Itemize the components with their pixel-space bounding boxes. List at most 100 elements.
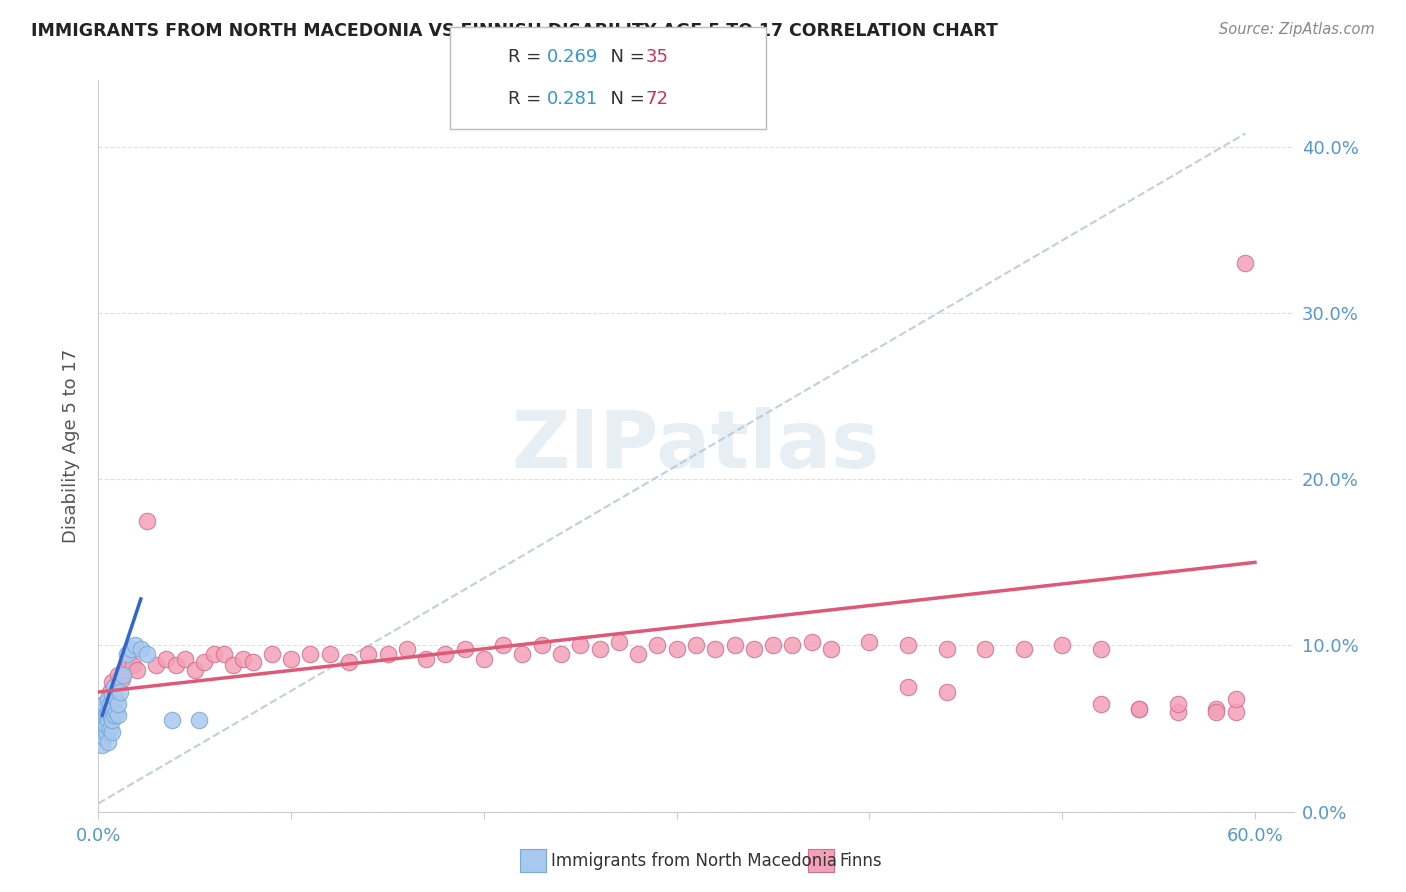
Text: 72: 72 — [645, 90, 668, 108]
Point — [742, 641, 765, 656]
Point — [108, 685, 131, 699]
Text: R =: R = — [508, 90, 547, 108]
Point — [117, 647, 139, 661]
Point — [135, 514, 157, 528]
Point — [260, 647, 283, 661]
Point — [1128, 701, 1150, 715]
Point — [1090, 641, 1112, 656]
Point — [91, 714, 114, 728]
Text: Immigrants from North Macedonia: Immigrants from North Macedonia — [551, 852, 837, 870]
Point — [1128, 701, 1150, 715]
Point — [174, 652, 197, 666]
Point — [530, 639, 553, 653]
Point — [377, 647, 399, 661]
Text: R =: R = — [508, 48, 547, 66]
Point — [98, 685, 121, 699]
Point — [129, 641, 152, 656]
Point — [107, 668, 129, 682]
Text: Source: ZipAtlas.com: Source: ZipAtlas.com — [1219, 22, 1375, 37]
Point — [232, 652, 254, 666]
Point — [184, 664, 207, 678]
Point — [98, 708, 121, 723]
Point — [187, 714, 209, 728]
Point — [472, 652, 495, 666]
Point — [97, 714, 120, 728]
Point — [1167, 697, 1189, 711]
Point — [935, 685, 957, 699]
Point — [723, 639, 745, 653]
Point — [120, 641, 142, 656]
Point — [337, 655, 360, 669]
Point — [97, 735, 120, 749]
Point — [280, 652, 302, 666]
Point — [97, 705, 120, 719]
Point — [415, 652, 437, 666]
Point — [820, 641, 842, 656]
Point — [103, 708, 125, 723]
Point — [627, 647, 650, 661]
Point — [1234, 256, 1257, 270]
Point — [935, 641, 957, 656]
Point — [858, 635, 880, 649]
Point — [101, 675, 124, 690]
Point — [512, 647, 534, 661]
Point — [800, 635, 823, 649]
Point — [98, 697, 121, 711]
Point — [897, 639, 920, 653]
Point — [104, 705, 127, 719]
Point — [1205, 705, 1227, 719]
Point — [665, 641, 688, 656]
Text: N =: N = — [599, 90, 651, 108]
Point — [193, 655, 215, 669]
Point — [107, 708, 129, 723]
Point — [101, 725, 124, 739]
Text: 0.281: 0.281 — [547, 90, 598, 108]
Point — [434, 647, 457, 661]
Text: 35: 35 — [645, 48, 668, 66]
Point — [145, 658, 167, 673]
Point — [357, 647, 380, 661]
Point — [685, 639, 707, 653]
Point — [762, 639, 785, 653]
Point — [94, 718, 117, 732]
Point — [101, 714, 124, 728]
Point — [897, 680, 920, 694]
Point — [319, 647, 342, 661]
Point — [112, 668, 135, 682]
Point — [453, 641, 475, 656]
Point — [704, 641, 727, 656]
Point — [103, 680, 125, 694]
Text: IMMIGRANTS FROM NORTH MACEDONIA VS FINNISH DISABILITY AGE 5 TO 17 CORRELATION CH: IMMIGRANTS FROM NORTH MACEDONIA VS FINNI… — [31, 22, 998, 40]
Point — [93, 730, 115, 744]
Point — [1225, 705, 1247, 719]
Text: Finns: Finns — [839, 852, 882, 870]
Point — [93, 705, 115, 719]
Point — [103, 680, 125, 694]
Point — [107, 697, 129, 711]
Point — [242, 655, 264, 669]
Point — [588, 641, 610, 656]
Point — [1090, 697, 1112, 711]
Point — [118, 655, 141, 669]
Point — [1050, 639, 1073, 653]
Text: ZIPatlas: ZIPatlas — [512, 407, 880, 485]
Point — [222, 658, 245, 673]
Point — [1225, 691, 1247, 706]
Point — [550, 647, 572, 661]
Point — [165, 658, 187, 673]
Point — [124, 639, 146, 653]
Point — [607, 635, 630, 649]
Point — [974, 641, 997, 656]
Text: 0.269: 0.269 — [547, 48, 599, 66]
Point — [160, 714, 183, 728]
Point — [98, 722, 121, 736]
Point — [104, 691, 127, 706]
Point — [110, 672, 132, 686]
Point — [782, 639, 804, 653]
Point — [1205, 701, 1227, 715]
Point — [94, 725, 117, 739]
Point — [212, 647, 235, 661]
Point — [1012, 641, 1035, 656]
Text: N =: N = — [599, 48, 651, 66]
Point — [569, 639, 592, 653]
